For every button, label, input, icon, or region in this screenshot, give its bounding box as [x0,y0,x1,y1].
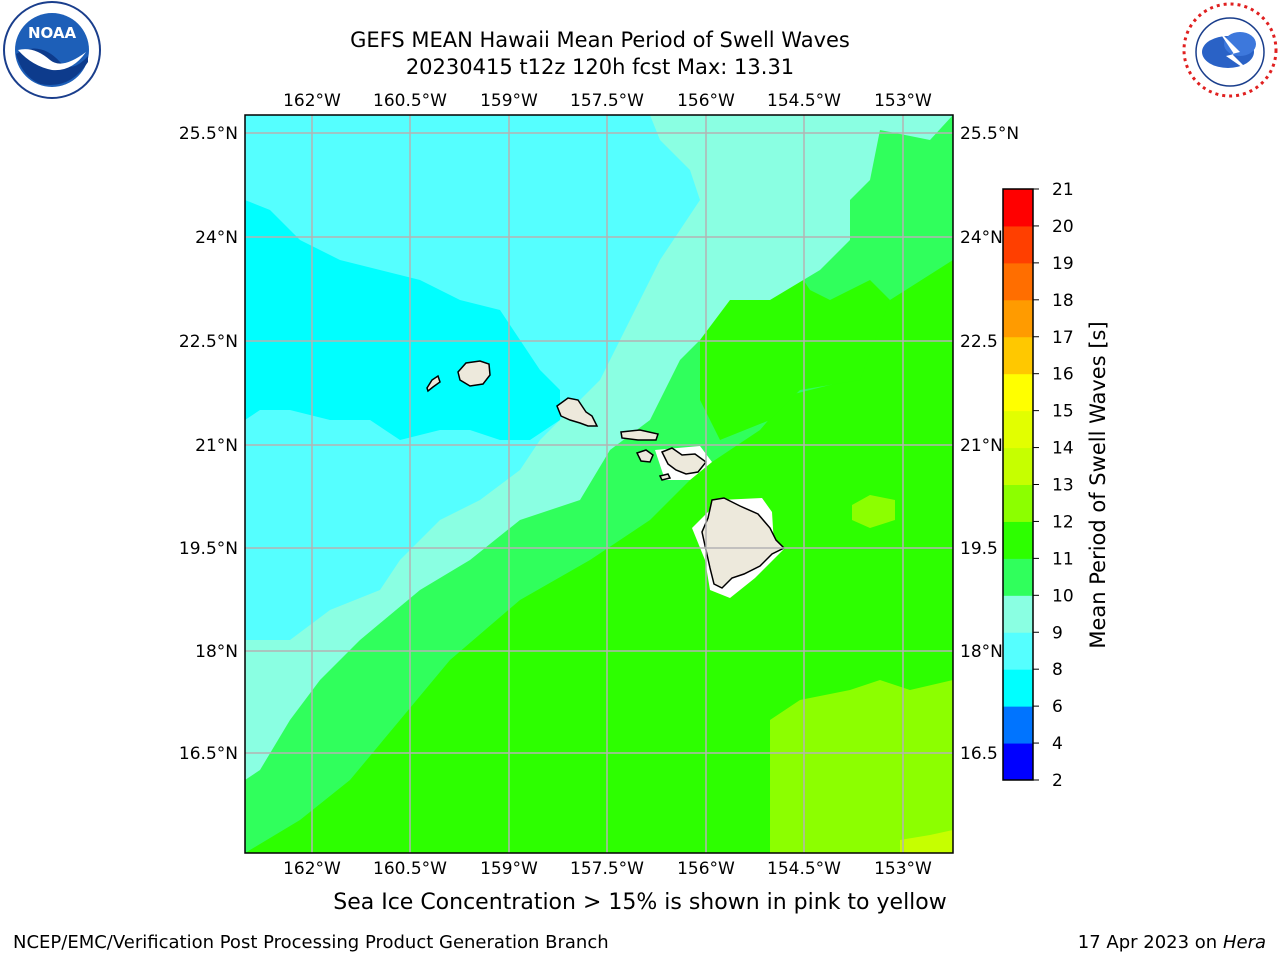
nws-logo [1182,2,1278,98]
map-frame [244,114,954,854]
lon-label-top: 156°W [677,91,735,111]
lat-label-right: 25.5°N [960,124,1019,144]
island-maui-land [660,447,708,475]
colorbar-tick-label: 2 [1052,771,1063,791]
lon-label-top: 157.5°W [570,91,644,111]
lon-label-bottom: 156°W [677,859,735,879]
lon-label-bottom: 162°W [283,859,341,879]
lat-label-left: 19.5°N [179,539,238,559]
colorbar-segment [1003,189,1033,227]
island-molokai [620,429,659,441]
colorbar-tick-label: 19 [1052,254,1074,274]
lat-labels-right: 25.5°N 24°N 22.5 21°N 19.5 18°N 16.5 [960,124,1019,764]
colorbar-tick-label: 16 [1052,365,1074,385]
footer-date: 17 Apr 2023 on Hera [1078,932,1266,953]
lon-label-top: 153°W [874,91,932,111]
colorbar-tick-label: 21 [1052,180,1074,200]
contour-12-13 [770,680,953,853]
contour-12-13-patch [852,495,895,528]
colorbar-tick-label: 9 [1052,623,1063,643]
lon-label-top: 154.5°W [767,91,841,111]
lat-label-right: 19.5 [960,539,998,559]
colorbar-tick-label: 18 [1052,291,1074,311]
colorbar-title: Mean Period of Swell Waves [s] [1086,321,1110,648]
contour-11-12-patch [700,260,890,440]
colorbar-tick-label: 17 [1052,328,1074,348]
colorbar-segment [1003,632,1033,670]
map-title: GEFS MEAN Hawaii Mean Period of Swell Wa… [350,28,850,52]
lon-label-top: 159°W [480,91,538,111]
map-gridlines [245,115,953,853]
lon-label-top: 162°W [283,91,341,111]
colorbar-segment [1003,225,1033,264]
colorbar-segment [1003,299,1033,338]
lon-label-bottom: 154.5°W [767,859,841,879]
lon-label-bottom: 159°W [480,859,538,879]
lat-label-left: 24°N [195,228,238,248]
lat-label-right: 22.5 [960,332,998,352]
lat-label-left: 16.5°N [179,744,238,764]
island-oahu [556,397,599,427]
colorbar-tick-label: 6 [1052,697,1063,717]
island-lanai [635,449,654,463]
lat-label-left: 25.5°N [179,124,238,144]
colorbar-tick-label: 11 [1052,549,1074,569]
noaa-logo-text: NOAA [28,24,77,42]
footer-credit: NCEP/EMC/Verification Post Processing Pr… [13,932,609,953]
lat-label-right: 16.5 [960,744,998,764]
lon-labels-bottom: 162°W 160.5°W 159°W 157.5°W 156°W 154.5°… [283,859,932,879]
lon-label-bottom: 153°W [874,859,932,879]
noaa-logo: NOAA [3,1,101,99]
island-kahoolawe [658,473,672,481]
colorbar-segment [1003,262,1033,301]
colorbar-segment [1003,447,1033,485]
lat-label-right: 18°N [960,642,1003,662]
contour-13-14 [900,830,953,853]
colorbar-segment [1003,558,1033,596]
colorbar-segment [1003,410,1033,449]
colorbar-tick-label: 14 [1052,439,1074,459]
lat-label-right: 24°N [960,228,1003,248]
colorbar-segment [1003,706,1033,744]
footer-date-text: 17 Apr 2023 on [1077,932,1218,953]
sea-ice-caption: Sea Ice Concentration > 15% is shown in … [333,890,947,915]
colorbar-segment [1003,669,1033,707]
map-subtitle: 20230415 t12z 120h fcst Max: 13.31 [405,55,795,79]
island-niihau [426,374,441,393]
colorbar-tick-label: 13 [1052,476,1074,496]
lat-labels-left: 25.5°N 24°N 22.5°N 21°N 19.5°N 18°N 16.5… [179,124,238,764]
colorbar-tick-label: 15 [1052,402,1074,422]
lat-label-left: 22.5°N [179,332,238,352]
lat-label-left: 21°N [195,436,238,456]
colorbar-segment [1003,484,1033,522]
lon-label-bottom: 160.5°W [373,859,447,879]
lon-label-bottom: 157.5°W [570,859,644,879]
hawaiian-islands [426,360,786,598]
lat-label-left: 18°N [195,642,238,662]
colorbar-tick-label: 20 [1052,217,1074,237]
colorbar-segment [1003,595,1033,633]
colorbar-segment [1003,743,1033,781]
swell-period-contours [245,115,953,853]
island-kauai [457,360,491,387]
colorbar-segment [1003,336,1033,375]
colorbar-tick-label: 8 [1052,660,1063,680]
colorbar-segment [1003,521,1033,559]
lat-label-right: 21°N [960,436,1003,456]
colorbar: 2 4 6 8 9 10 11 12 13 14 15 16 17 18 19 20 21 [1002,180,1074,791]
footer-host: Hera [1222,932,1266,953]
colorbar-segment [1003,373,1033,412]
lon-label-top: 160.5°W [373,91,447,111]
lon-labels-top: 162°W 160.5°W 159°W 157.5°W 156°W 154.5°… [283,91,932,111]
colorbar-tick-label: 12 [1052,512,1074,532]
colorbar-tick-label: 10 [1052,586,1074,606]
colorbar-tick-label: 4 [1052,734,1063,754]
